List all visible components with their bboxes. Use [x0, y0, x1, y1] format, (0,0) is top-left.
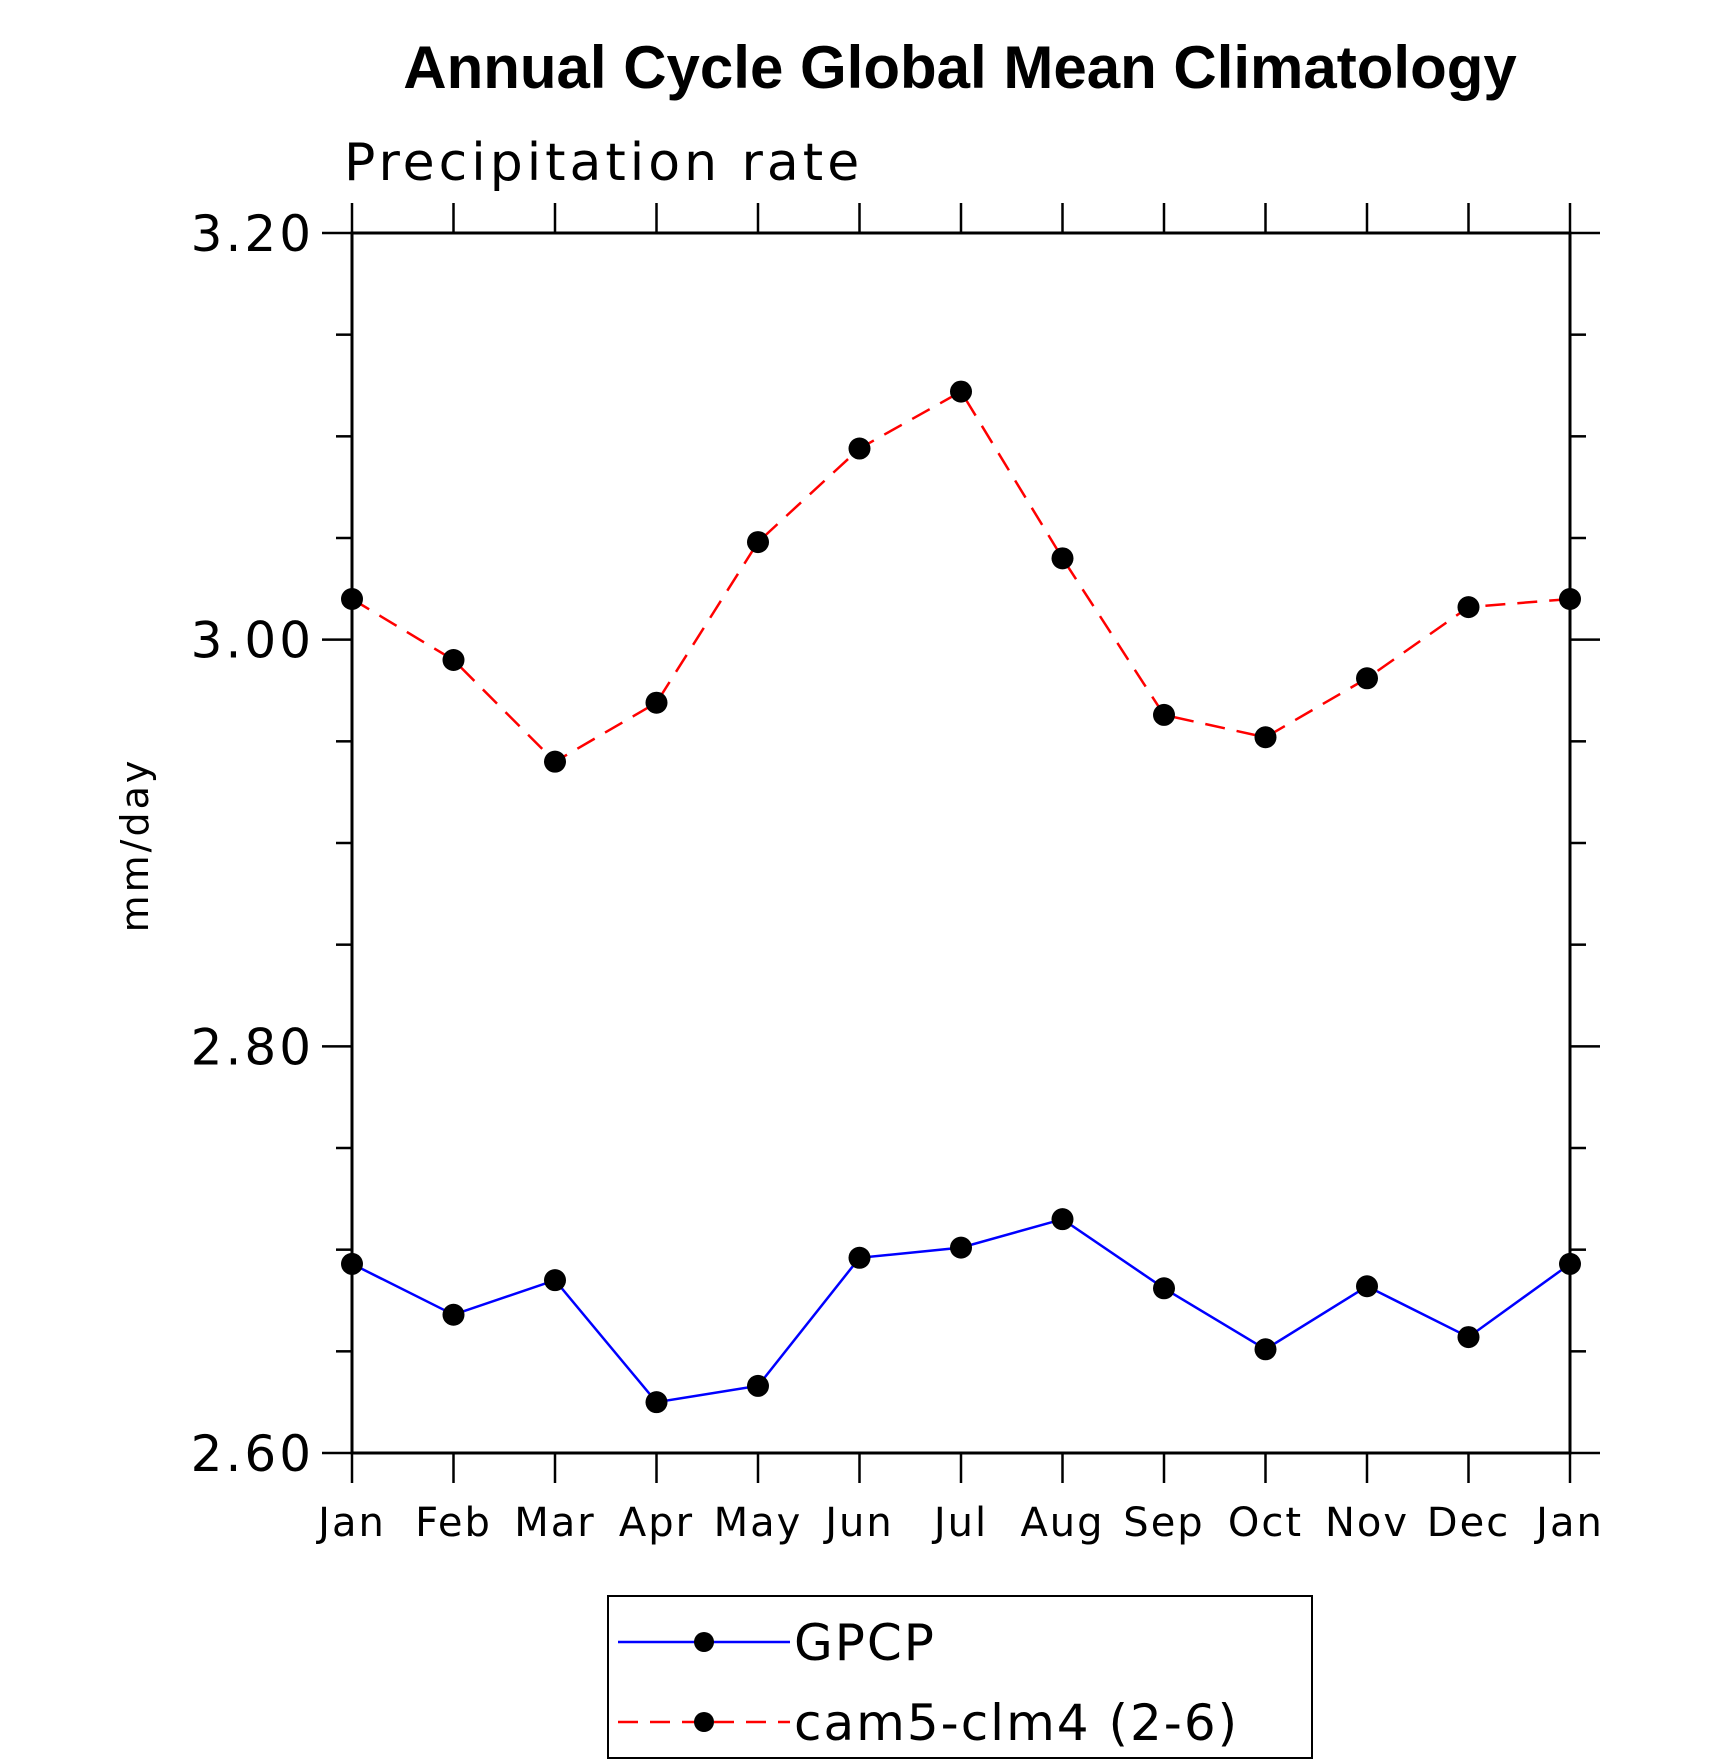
series-0-point: [544, 1269, 566, 1292]
series-1-point: [950, 380, 972, 403]
series-1-point: [544, 750, 566, 773]
series-0-point: [645, 1391, 668, 1414]
y-tick-label: 2.60: [191, 1425, 314, 1483]
series-0-point: [442, 1303, 465, 1326]
series-0-point: [848, 1246, 871, 1269]
y-tick-label: 3.00: [191, 612, 314, 670]
series-1-point: [1559, 588, 1581, 610]
series-0-point: [1559, 1252, 1581, 1275]
series-0-point: [1457, 1326, 1480, 1349]
series-0-point: [1356, 1275, 1378, 1298]
series-1-point: [1254, 726, 1277, 749]
x-tick-label: Apr: [619, 1500, 694, 1546]
series-1-point: [442, 649, 465, 671]
series-1-point: [1457, 596, 1480, 619]
x-tick-label: Feb: [415, 1500, 492, 1546]
y-tick-label: 3.20: [191, 205, 314, 263]
plot-frame: [350, 231, 1572, 1455]
series-1-point: [1356, 667, 1378, 690]
series-0-point: [1153, 1277, 1175, 1300]
legend-label-gpcp: GPCP: [794, 1614, 936, 1672]
x-tick-label: May: [714, 1500, 803, 1546]
x-tick-label: Jul: [931, 1500, 988, 1546]
series-1-point: [1051, 547, 1074, 570]
x-tick-label: Mar: [514, 1500, 595, 1546]
legend-box: [607, 1595, 1313, 1759]
x-tick-label: Sep: [1123, 1500, 1204, 1546]
series-1-point: [341, 588, 363, 610]
series-0-point: [1254, 1338, 1277, 1361]
x-tick-label: Dec: [1427, 1500, 1510, 1546]
x-tick-label: Jan: [1533, 1500, 1604, 1546]
legend: GPCP cam5-clm4 (2-6): [607, 1595, 1313, 1759]
legend-label-cam5: cam5-clm4 (2-6): [794, 1694, 1239, 1752]
chart-subtitle: Precipitation rate: [344, 133, 863, 193]
x-tick-label: Nov: [1325, 1500, 1409, 1546]
series-0-point: [1051, 1208, 1074, 1231]
series-0-point: [341, 1252, 363, 1275]
series-layer: [341, 380, 1581, 1414]
x-tick-labels: Jan Feb Mar Apr May Jun Jul Aug Sep Oct Nov Dec Jan: [315, 1500, 1604, 1546]
x-tick-label: Aug: [1020, 1500, 1104, 1546]
series-1-point: [848, 437, 871, 460]
series-1-point: [1153, 703, 1175, 726]
y-axis-label: mm/day: [113, 758, 157, 933]
legend-marker-cam5: [694, 1712, 714, 1732]
series-1-point: [747, 531, 769, 554]
legend-marker-gpcp: [694, 1632, 714, 1652]
series-1-point: [645, 691, 668, 714]
x-tick-label: Jun: [822, 1500, 894, 1546]
series-line-1: [351, 389, 1571, 764]
y-tick-labels: 2.60 2.80 3.00 3.20: [191, 205, 314, 1483]
series-0-point: [950, 1236, 972, 1259]
series-0-point: [747, 1374, 769, 1397]
y-tick-label: 2.80: [191, 1018, 314, 1076]
x-tick-label: Oct: [1228, 1500, 1303, 1546]
axis-ticks: [322, 203, 1600, 1483]
x-tick-label: Jan: [315, 1500, 386, 1546]
chart-title: Annual Cycle Global Mean Climatology: [403, 34, 1517, 101]
